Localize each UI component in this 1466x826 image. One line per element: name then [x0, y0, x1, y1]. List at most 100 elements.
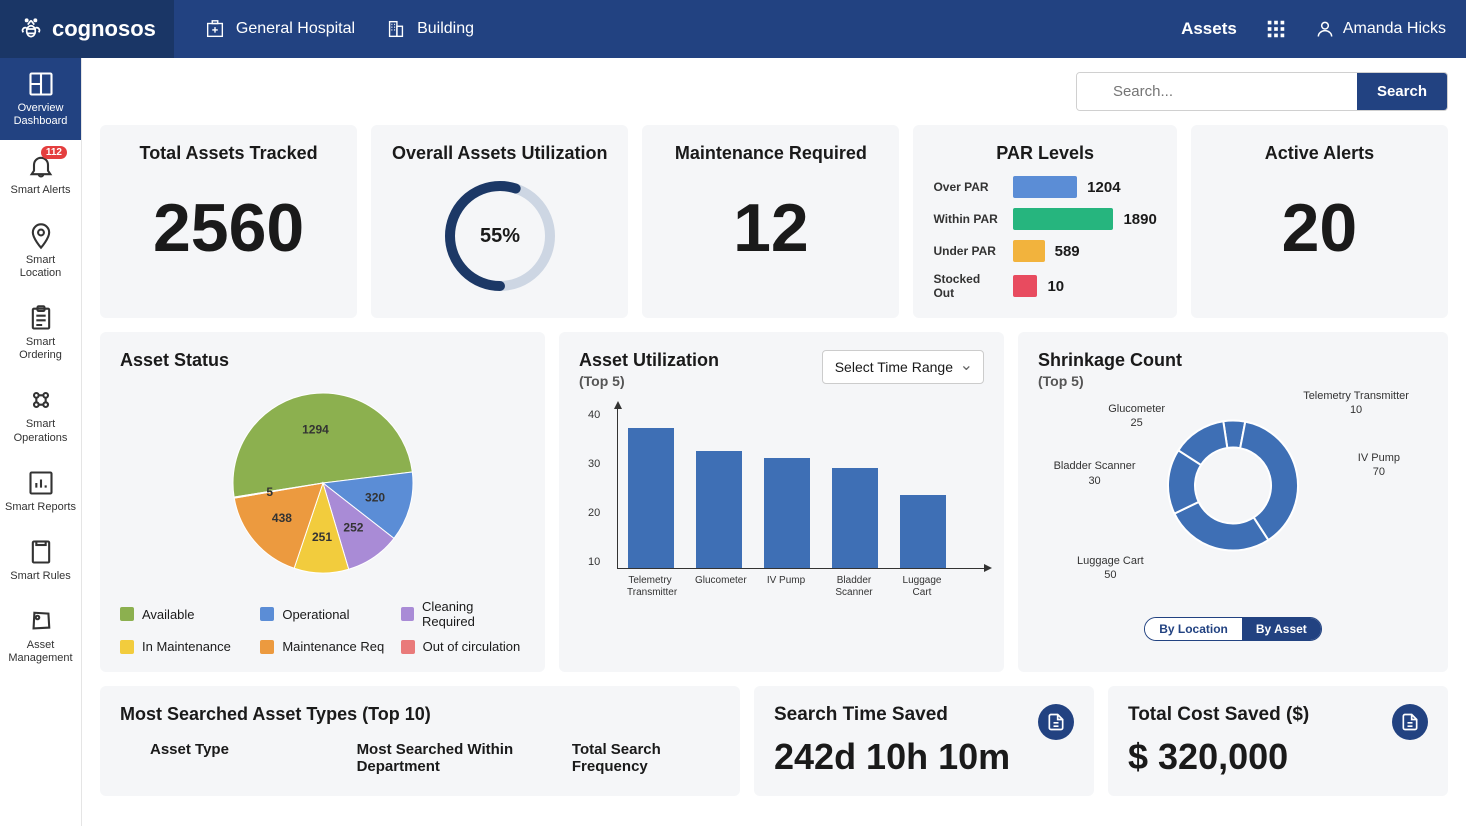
toggle-by-location[interactable]: By Location [1145, 618, 1242, 640]
card-subtitle: (Top 5) [579, 373, 719, 389]
search-button[interactable]: Search [1357, 73, 1447, 110]
sidebar-label: Smart Ordering [4, 336, 77, 362]
user-name: Amanda Hicks [1343, 20, 1446, 38]
card-title: Total Cost Saved ($) [1128, 704, 1309, 726]
search-input[interactable] [1077, 73, 1357, 110]
sidebar-item-location[interactable]: Smart Location [0, 210, 81, 292]
shrinkage-label: Glucometer25 [1108, 402, 1165, 431]
hospital-label: General Hospital [236, 20, 355, 38]
col-dept: Most Searched Within Department [357, 741, 532, 775]
card-title: PAR Levels [933, 143, 1156, 164]
sidebar-label: Smart Alerts [11, 184, 71, 197]
alerts-badge: 112 [41, 146, 67, 159]
card-title: Overall Assets Utilization [391, 143, 608, 164]
par-value: 1204 [1087, 179, 1120, 196]
sidebar-label: Smart Rules [10, 570, 71, 583]
par-bar [1013, 176, 1077, 198]
legend-item: In Maintenance [120, 639, 244, 654]
par-bar [1013, 208, 1113, 230]
par-label: Over PAR [933, 180, 1003, 194]
par-value: 1890 [1123, 211, 1156, 228]
card-utilization: Overall Assets Utilization 55% [371, 125, 628, 318]
legend-item: Operational [260, 599, 384, 629]
par-label: Stocked Out [933, 272, 1003, 300]
sidebar-item-alerts[interactable]: 112 Smart Alerts [0, 140, 81, 209]
user-icon [1315, 19, 1335, 39]
sidebar-item-reports[interactable]: Smart Reports [0, 457, 81, 526]
brand-name: cognosos [52, 16, 156, 42]
location-icon [27, 222, 55, 250]
toggle-by-asset[interactable]: By Asset [1242, 618, 1321, 640]
sidebar-item-rules[interactable]: Smart Rules [0, 526, 81, 595]
svg-text:438: 438 [271, 511, 291, 525]
bar [696, 451, 742, 568]
utilization-donut: 55% [440, 176, 560, 296]
sidebar: Overview Dashboard 112 Smart Alerts Smar… [0, 58, 82, 826]
bar-label: Bladder Scanner [831, 575, 877, 599]
operations-icon [27, 386, 55, 414]
card-par-levels: PAR Levels Over PAR 1204 Within PAR 1890… [913, 125, 1176, 318]
card-title: Asset Utilization [579, 350, 719, 371]
sidebar-item-ordering[interactable]: Smart Ordering [0, 292, 81, 374]
card-title: Shrinkage Count [1038, 350, 1428, 371]
sidebar-item-asset-mgmt[interactable]: Asset Management [0, 595, 81, 677]
par-value: 589 [1055, 243, 1080, 260]
sidebar-label: Smart Reports [5, 501, 76, 514]
card-active-alerts: Active Alerts 20 [1191, 125, 1448, 318]
legend-item: Maintenance Req [260, 639, 384, 654]
legend-item: Cleaning Required [401, 599, 525, 629]
par-row: Under PAR 589 [933, 240, 1156, 262]
hospital-selector[interactable]: General Hospital [204, 18, 355, 40]
user-menu[interactable]: Amanda Hicks [1315, 19, 1446, 39]
sidebar-label: Overview Dashboard [4, 102, 77, 128]
dashboard-icon [27, 70, 55, 98]
bar-label: Luggage Cart [899, 575, 945, 599]
sidebar-item-operations[interactable]: Smart Operations [0, 374, 81, 456]
brand-logo[interactable]: cognosos [0, 0, 174, 58]
sidebar-item-overview[interactable]: Overview Dashboard [0, 58, 81, 140]
svg-text:55%: 55% [480, 225, 520, 247]
bar-label: IV Pump [763, 575, 809, 599]
par-bar [1013, 240, 1044, 262]
card-maintenance: Maintenance Required 12 [642, 125, 899, 318]
utilization-bars: 10203040 [617, 409, 984, 569]
bar-label: Telemetry Transmitter [627, 575, 673, 599]
reports-icon [27, 469, 55, 497]
shrinkage-label: IV Pump70 [1358, 451, 1400, 480]
svg-text:320: 320 [365, 490, 385, 504]
svg-text:251: 251 [311, 530, 331, 544]
bar [628, 428, 674, 568]
shrinkage-label: Telemetry Transmitter10 [1303, 389, 1409, 418]
card-title: Maintenance Required [662, 143, 879, 164]
bee-icon [18, 16, 44, 42]
shrinkage-label: Luggage Cart50 [1077, 554, 1144, 583]
svg-text:5: 5 [266, 485, 273, 499]
card-total-assets: Total Assets Tracked 2560 [100, 125, 357, 318]
building-selector[interactable]: Building [385, 18, 474, 40]
time-saved-value: 242d 10h 10m [774, 736, 1010, 778]
par-bar [1013, 275, 1037, 297]
shrinkage-label: Bladder Scanner30 [1054, 459, 1136, 488]
sidebar-label: Asset Management [4, 639, 77, 665]
asset-status-pie: 1294 320 252 251 438 5 [223, 383, 423, 583]
card-cost-saved: Total Cost Saved ($) $ 320,000 [1108, 686, 1448, 796]
card-asset-utilization: Asset Utilization (Top 5) Select Time Ra… [559, 332, 1004, 672]
card-title: Search Time Saved [774, 704, 1010, 726]
apps-icon[interactable] [1265, 18, 1287, 40]
par-value: 10 [1047, 278, 1064, 295]
hospital-icon [204, 18, 226, 40]
par-label: Within PAR [933, 212, 1003, 226]
building-icon [385, 18, 407, 40]
bar [900, 495, 946, 568]
card-subtitle: (Top 5) [1038, 373, 1428, 389]
clipboard-icon [27, 304, 55, 332]
asset-status-legend: AvailableOperationalCleaning RequiredIn … [120, 599, 525, 654]
time-range-select[interactable]: Select Time Range [822, 350, 984, 384]
rules-icon [27, 538, 55, 566]
par-row: Within PAR 1890 [933, 208, 1156, 230]
tag-icon [27, 607, 55, 635]
total-assets-value: 2560 [120, 194, 337, 262]
assets-link[interactable]: Assets [1181, 19, 1237, 39]
building-label: Building [417, 20, 474, 38]
search-wrap: Search [1076, 72, 1448, 111]
